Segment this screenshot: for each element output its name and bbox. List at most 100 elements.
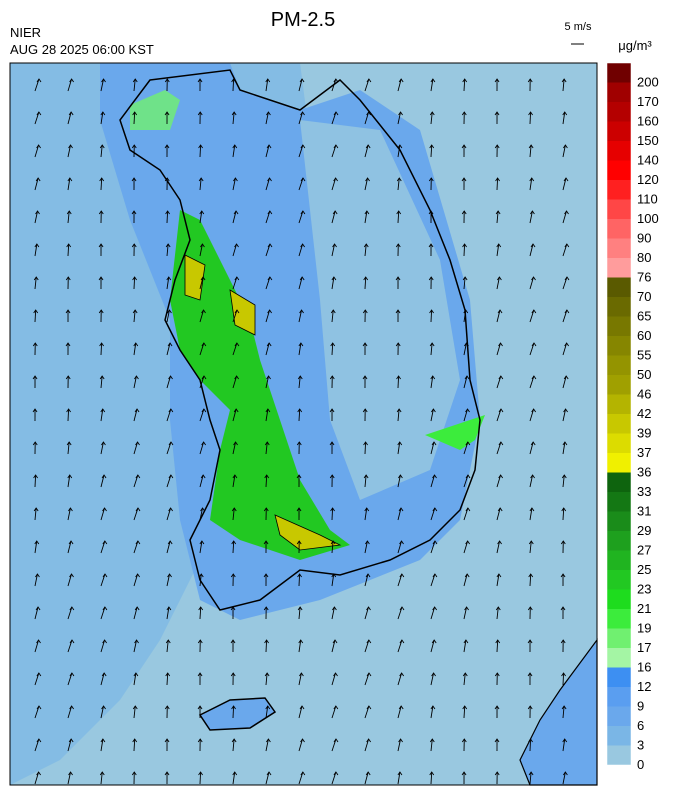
- wind-arrow-head: [232, 771, 238, 776]
- wind-arrow-head: [564, 210, 569, 215]
- wind-arrow-head: [100, 738, 106, 743]
- wind-arrow: [331, 573, 335, 587]
- wind-arrow: [199, 177, 202, 191]
- wind-arrow: [133, 342, 137, 356]
- wind-arrow: [232, 408, 237, 422]
- wind-arrow-head: [232, 474, 238, 479]
- wind-arrow: [331, 111, 337, 125]
- colorbar-label: 29: [637, 523, 651, 538]
- wind-arrow-head: [496, 573, 502, 578]
- wind-arrow-head: [36, 78, 42, 83]
- wind-arrow: [133, 78, 136, 92]
- wind-arrow-head: [135, 573, 140, 578]
- wind-arrow: [529, 177, 533, 191]
- wind-arrow: [67, 606, 73, 620]
- wind-arrow-head: [296, 441, 302, 446]
- wind-arrow-head: [266, 738, 271, 743]
- wind-arrow-head: [395, 276, 401, 281]
- wind-arrow-head: [132, 738, 138, 743]
- wind-arrow-head: [99, 375, 105, 380]
- wind-arrow: [232, 309, 238, 323]
- wind-arrow: [232, 441, 237, 455]
- wind-arrow-head: [396, 375, 401, 380]
- wind-arrow-head: [530, 243, 536, 248]
- wind-arrow: [166, 309, 170, 323]
- wind-arrow-head: [164, 177, 170, 182]
- wind-arrow-head: [528, 540, 534, 545]
- wind-arrow: [397, 177, 400, 191]
- wind-arrow-head: [231, 738, 237, 743]
- wind-arrow-head: [494, 705, 500, 710]
- wind-arrow-head: [299, 276, 305, 281]
- wind-arrow-head: [297, 375, 303, 380]
- wind-arrow: [331, 243, 336, 257]
- wind-arrow-head: [133, 672, 139, 677]
- colorbar-label: 3: [637, 738, 644, 753]
- map-area: [9, 62, 598, 786]
- colorbar-segment: [607, 492, 631, 512]
- wind-arrow-head: [563, 177, 569, 182]
- wind-arrow: [331, 705, 337, 719]
- wind-arrow-head: [461, 210, 467, 215]
- wind-arrow-head: [200, 243, 205, 248]
- colorbar-label: 120: [637, 172, 659, 187]
- wind-arrow-head: [333, 111, 339, 116]
- wind-arrow-head: [66, 243, 72, 248]
- wind-arrow-head: [397, 144, 403, 149]
- wind-arrow-head: [564, 309, 570, 314]
- wind-arrow: [100, 342, 103, 356]
- wind-arrow: [100, 771, 103, 785]
- colorbar-segment: [607, 238, 631, 258]
- wind-arrow: [265, 210, 271, 224]
- wind-arrow: [364, 243, 367, 257]
- wind-arrow: [562, 78, 565, 92]
- wind-arrow: [529, 375, 535, 389]
- wind-arrow: [496, 540, 501, 554]
- wind-arrow: [397, 210, 400, 224]
- yellow-spots: [184, 254, 342, 551]
- wind-arrow: [199, 540, 203, 554]
- colorbar-label: 140: [637, 153, 659, 168]
- wind-arrow-head: [197, 705, 203, 710]
- colorbar-segment: [607, 706, 631, 726]
- wind-arrow-head: [363, 276, 369, 281]
- wind-arrow-head: [564, 342, 570, 347]
- wind-arrow-head: [329, 375, 335, 380]
- wind-arrow: [529, 342, 535, 356]
- wind-arrow: [34, 672, 40, 686]
- wind-arrow-head: [330, 309, 336, 314]
- colorbar-label: 23: [637, 582, 651, 597]
- wind-arrow: [232, 540, 235, 554]
- wind-arrow-head: [397, 771, 403, 776]
- wind-arrow: [34, 606, 39, 620]
- wind-arrow: [364, 276, 367, 290]
- colorbar: 0369121617192123252729313336373942465055…: [606, 62, 659, 772]
- wind-arrow-head: [200, 507, 205, 512]
- wind-arrow: [331, 606, 335, 620]
- wind-arrow: [496, 177, 499, 191]
- wind-arrow-head: [264, 441, 270, 446]
- colorbar-segment: [607, 219, 631, 239]
- wind-arrow: [364, 474, 367, 488]
- wind-arrow: [562, 507, 565, 521]
- wind-arrow-head: [429, 738, 435, 743]
- wind-arrow-head: [230, 573, 236, 578]
- colorbar-segment: [607, 355, 631, 375]
- wind-arrow: [166, 408, 172, 422]
- wind-arrow-head: [100, 111, 106, 116]
- unit: μg/m³: [618, 38, 652, 53]
- wind-arrow-head: [65, 375, 71, 380]
- wind-arrow-head: [167, 309, 172, 314]
- wind-arrow-head: [36, 639, 41, 644]
- wind-arrow-head: [266, 375, 271, 380]
- wind-arrow-head: [66, 441, 72, 446]
- wind-arrow-head: [399, 573, 405, 578]
- wind-arrow-head: [233, 210, 239, 215]
- wind-arrow: [199, 144, 202, 158]
- wind-arrow-head: [398, 738, 403, 743]
- wind-arrow: [265, 78, 269, 92]
- wind-arrow-head: [102, 639, 107, 644]
- wind-arrow-head: [562, 738, 568, 743]
- wind-arrow: [67, 639, 73, 653]
- wind-arrow-head: [498, 474, 504, 479]
